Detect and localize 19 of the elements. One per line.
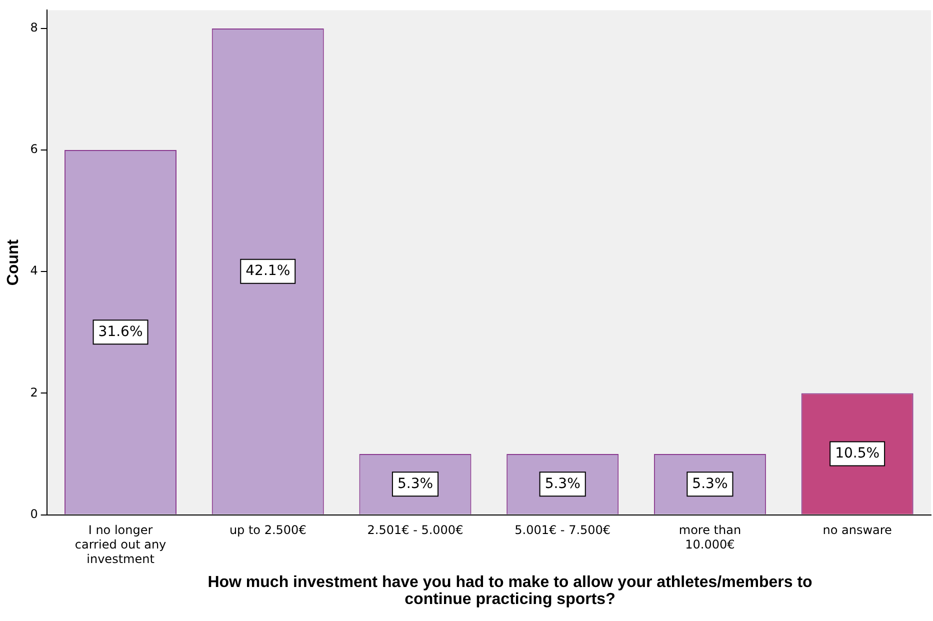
annotation: 10.5% xyxy=(835,445,880,462)
y-tick-label: 8 xyxy=(30,20,38,35)
annotation: 5.3% xyxy=(544,476,580,492)
annotation: 5.3% xyxy=(397,476,434,492)
x-tick-label: no answare xyxy=(822,523,892,538)
x-tick-label: up to 2.500€ xyxy=(229,523,306,538)
x-tick-label: 2.501€ - 5.000€ xyxy=(367,523,464,538)
x-tick-label: I no longer carried out any investment xyxy=(74,523,166,566)
x-tick-label: 5.001€ - 7.500€ xyxy=(514,523,611,538)
x-tick-label: more than 10.000€ xyxy=(678,523,742,552)
y-tick-label: 6 xyxy=(30,142,38,156)
y-axis-title: Count xyxy=(5,238,22,286)
annotation: 42.1% xyxy=(246,263,290,280)
annotation: 5.3% xyxy=(692,476,728,492)
y-tick-label: 4 xyxy=(30,264,38,278)
annotation: 31.6% xyxy=(98,324,143,340)
y-tick-label: 2 xyxy=(30,385,38,400)
x-axis-title: How much investment have you had to make to allow your athletes/members to continue practicing sports? xyxy=(206,574,814,608)
y-tick-label: 0 xyxy=(30,506,38,521)
